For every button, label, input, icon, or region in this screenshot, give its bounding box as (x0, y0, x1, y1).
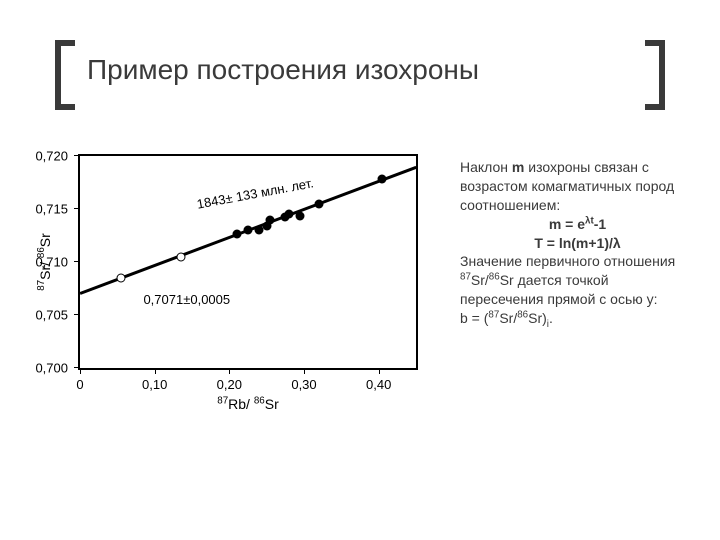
x-tick (379, 368, 380, 374)
y-tick (74, 208, 80, 209)
x-axis-label: 87Rb/ 86Sr (217, 396, 279, 412)
chart-annotation: 0,7071±0,0005 (143, 292, 230, 307)
body-text: Наклон m изохроны связан с возрастом ком… (460, 158, 695, 328)
data-point (314, 199, 323, 208)
x-tick-label: 0,10 (142, 377, 167, 392)
x-tick-label: 0,20 (217, 377, 242, 392)
y-tick (74, 261, 80, 262)
x-tick (304, 368, 305, 374)
data-point (232, 230, 241, 239)
y-tick (74, 155, 80, 156)
body-p3: b = (87Sr/86Sr)i. (460, 309, 695, 328)
x-tick-label: 0,30 (291, 377, 316, 392)
x-tick (229, 368, 230, 374)
data-point (285, 210, 294, 219)
x-tick-label: 0,40 (366, 377, 391, 392)
x-tick-label: 0 (76, 377, 83, 392)
formula-m: m = eλt-1 (460, 215, 695, 234)
y-tick-label: 0,700 (35, 361, 68, 376)
y-tick-label: 0,705 (35, 308, 68, 323)
y-tick-label: 0,720 (35, 149, 68, 164)
body-p1: Наклон m изохроны связан с возрастом ком… (460, 158, 695, 215)
data-point (296, 212, 305, 221)
page-title: Пример построения изохроны (87, 54, 479, 86)
y-tick-label: 0,715 (35, 202, 68, 217)
formula-t: T = ln(m+1)/λ (460, 234, 695, 253)
bracket-left-icon (55, 40, 75, 110)
body-p2: Значение первичного отношения 87Sr/86Sr … (460, 252, 695, 309)
y-tick (74, 314, 80, 315)
data-point (176, 252, 185, 261)
x-tick (155, 368, 156, 374)
data-point (244, 226, 253, 235)
slide: Пример построения изохроны 87Sr/ 86Sr 87… (0, 0, 720, 540)
x-tick (80, 368, 81, 374)
chart-annotation: 1843± 133 млн. лет. (195, 175, 314, 211)
y-tick (74, 367, 80, 368)
data-point (378, 175, 387, 184)
y-tick-label: 0,710 (35, 255, 68, 270)
bracket-right-icon (645, 40, 665, 110)
isochron-chart: 87Sr/ 86Sr 87Rb/ 86Sr 00,100,200,300,400… (78, 154, 418, 370)
title-block: Пример построения изохроны (55, 40, 665, 110)
data-point (266, 215, 275, 224)
data-point (117, 273, 126, 282)
